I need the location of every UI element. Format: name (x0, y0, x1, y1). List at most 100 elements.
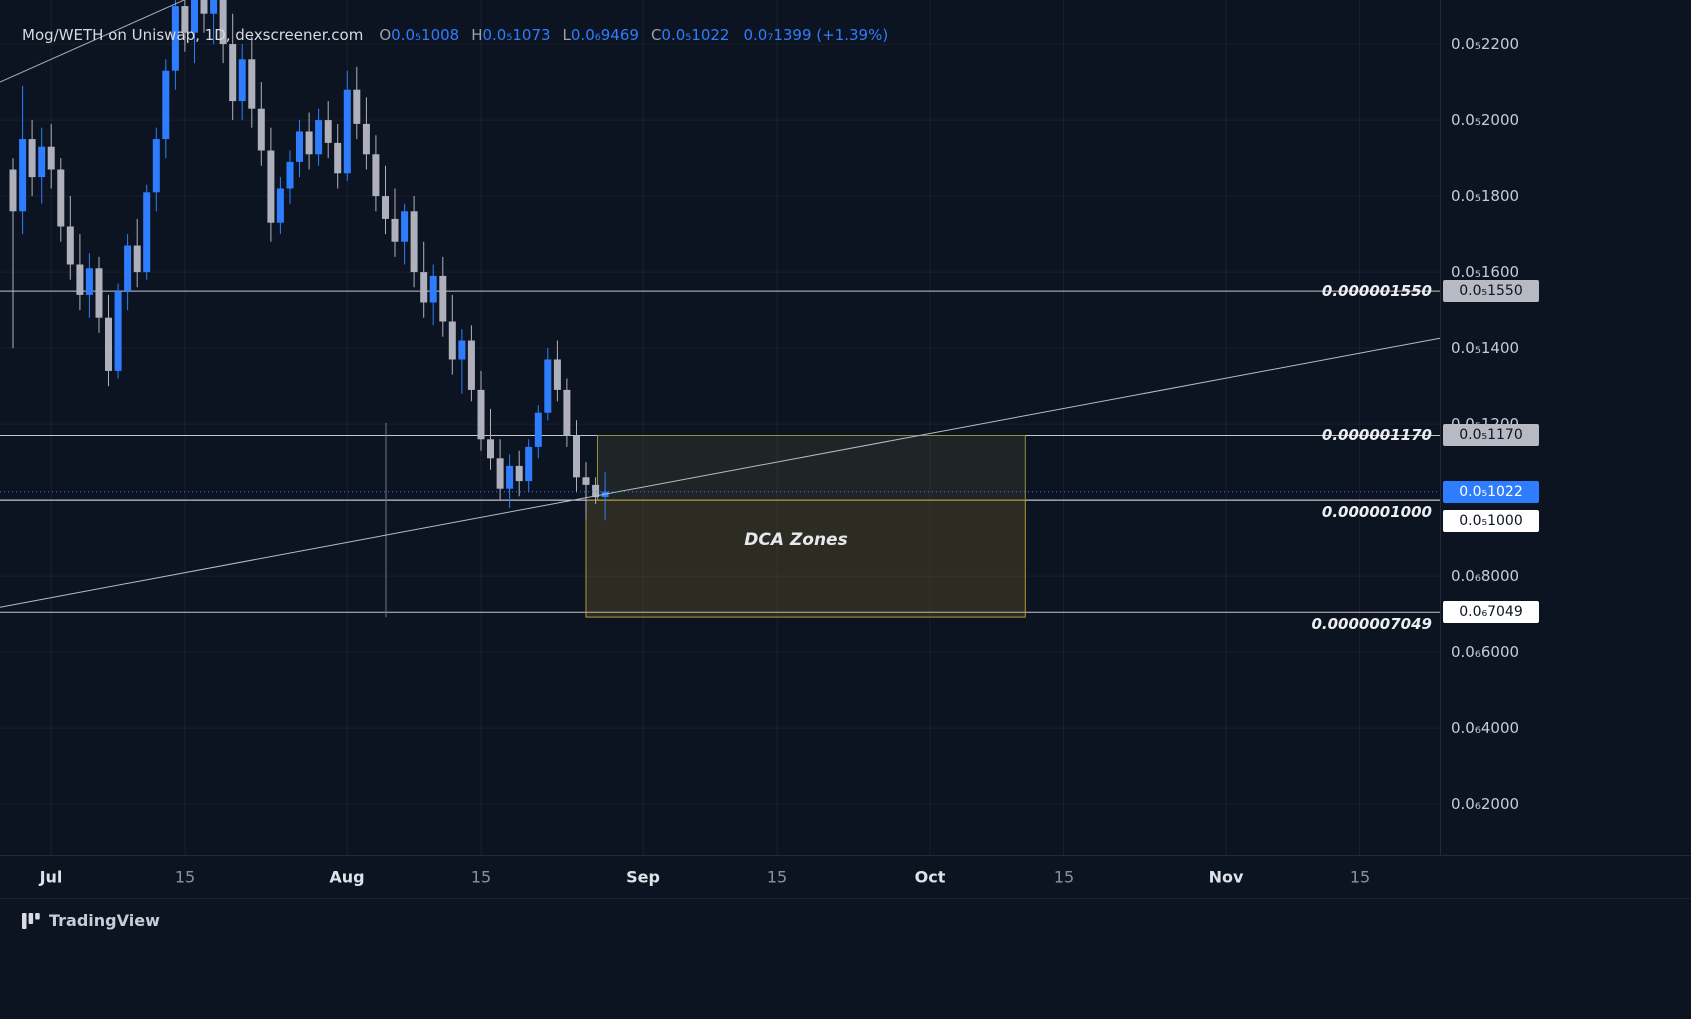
tradingview-attribution[interactable]: TradingView (22, 911, 160, 930)
candle-body (57, 169, 65, 227)
candle-body (496, 458, 504, 489)
candle-body (95, 268, 103, 318)
symbol-title[interactable]: Mog/WETH on Uniswap, 1D, dexscreener.com (22, 26, 364, 44)
price-axis-label: 0.0₅2000 (1451, 111, 1520, 129)
hline-price-label: 0.0000007049 (1311, 615, 1432, 633)
price-axis-label: 0.0₅1400 (1451, 339, 1520, 357)
candle-body (372, 154, 380, 197)
candle-body (315, 120, 323, 155)
ohlc-header: Mog/WETH on Uniswap, 1D, dexscreener.com… (22, 26, 888, 44)
price-line-badge: 0.0₆7049 (1443, 601, 1539, 623)
time-axis-label[interactable]: 15 (1349, 867, 1371, 887)
candle-body (324, 120, 332, 143)
candle-body (420, 272, 428, 303)
price-axis-label: 0.0₆4000 (1451, 719, 1520, 737)
hline-price-label: 0.000001170 (1321, 426, 1432, 444)
ohlc-h-value: H0.0₅1073 (471, 26, 551, 44)
candle-body (592, 484, 600, 498)
candle-body (296, 131, 303, 162)
candle-body (19, 139, 27, 212)
candle-body (28, 139, 36, 178)
candle-body (38, 146, 46, 178)
time-axis-label[interactable]: Oct (914, 867, 946, 887)
candle-body (200, 0, 208, 14)
candle-body (334, 142, 342, 174)
candle-body (487, 439, 494, 459)
time-axis-label[interactable]: 15 (174, 867, 196, 887)
candle-body (152, 139, 160, 193)
candle-body (582, 477, 590, 485)
price-line-badge: 0.0₅1550 (1443, 280, 1539, 302)
candle-body (410, 211, 418, 273)
candle-body (143, 192, 151, 273)
candle-body (133, 245, 141, 273)
candle-body (553, 359, 561, 390)
candle-body (162, 70, 170, 140)
candle-body (286, 161, 294, 189)
change-value: 0.0₇1399 (+1.39%) (743, 26, 889, 44)
price-axis-label: 0.0₅1800 (1451, 187, 1520, 205)
current-price-badge: 0.0₅1022 (1443, 481, 1539, 503)
tradingview-link[interactable]: TradingView (49, 911, 160, 930)
trendlines-layer[interactable] (0, 0, 1440, 608)
price-axis-label: 0.0₆6000 (1451, 643, 1520, 661)
time-axis-label[interactable]: Jul (39, 867, 63, 887)
candle-body (238, 59, 246, 102)
price-line-badge: 0.0₅1170 (1443, 424, 1539, 446)
candle-body (210, 0, 218, 14)
hline-price-label: 0.000001550 (1321, 282, 1432, 300)
candle-body (401, 211, 409, 242)
time-axis-label[interactable]: 15 (766, 867, 788, 887)
candle-body (248, 59, 256, 109)
candle-body (506, 465, 514, 489)
candle-body (171, 6, 179, 71)
price-axis-label: 0.0₅1600 (1451, 263, 1520, 281)
candle-body (276, 188, 284, 223)
time-axis-label[interactable]: Nov (1208, 867, 1244, 887)
price-axis-label: 0.0₆2000 (1451, 795, 1520, 813)
candle-body (257, 108, 265, 151)
trendline[interactable] (0, 337, 1440, 608)
candle-body (353, 89, 361, 124)
price-axis[interactable]: 0.0₅2200 0.0₅2000 0.0₅1800 0.0₅1600 0.0₅1400… (1440, 0, 1691, 855)
candle-body (9, 169, 17, 212)
candle-body (563, 389, 571, 436)
time-axis-label[interactable]: 15 (470, 867, 492, 887)
candle-body (191, 0, 198, 33)
candle-body (229, 44, 237, 102)
ohlc-c-value: C0.0₅1022 (650, 26, 730, 44)
drawings-layer[interactable] (0, 290, 1440, 618)
chart-pane[interactable]: Mog/WETH on Uniswap, 1D, dexscreener.com… (0, 0, 1440, 855)
candlestick-chart[interactable] (0, 0, 1440, 855)
time-axis-label[interactable]: 15 (1053, 867, 1075, 887)
tradingview-logo-icon (22, 913, 40, 929)
candle-body (573, 435, 580, 478)
candle-body (124, 245, 132, 292)
ohlc-l-value: L0.0₆9469 (562, 26, 639, 44)
candle-body (458, 340, 466, 360)
trendline[interactable] (0, 0, 196, 83)
dca-zone-box[interactable] (597, 435, 1026, 501)
candle-body (477, 389, 485, 440)
candle-body (219, 0, 227, 45)
grid-layer (0, 0, 1440, 855)
hline-price-label: 0.000001000 (1321, 503, 1432, 521)
candle-body (47, 146, 55, 170)
candle-body (305, 131, 313, 155)
time-axis[interactable]: Jul 15 Aug 15 Sep 15 Oct 15 Nov 15 (0, 855, 1691, 898)
candle-body (439, 275, 447, 322)
candle-body (114, 291, 122, 371)
candle-body (391, 218, 399, 242)
candle-body (85, 268, 93, 295)
candle-body (66, 226, 74, 265)
candle-body (544, 359, 552, 413)
dca-zone-box[interactable] (585, 499, 1026, 618)
candle-body (382, 196, 389, 219)
candle-body (515, 465, 523, 482)
attribution-bar: TradingView (0, 898, 1691, 1019)
candle-body (343, 89, 351, 174)
time-axis-label[interactable]: Sep (626, 867, 660, 887)
candle-body (429, 275, 437, 303)
time-axis-label[interactable]: Aug (329, 867, 365, 887)
candle-body (467, 340, 475, 390)
